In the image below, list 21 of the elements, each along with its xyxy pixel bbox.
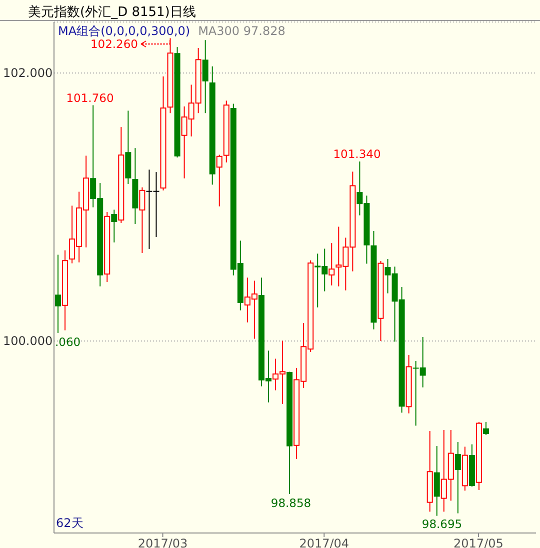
annotation: 101.760 — [66, 91, 114, 105]
annotation: MA300 97.828 — [198, 24, 286, 38]
annotation: 98.858 — [270, 496, 312, 510]
candlestick — [139, 186, 146, 254]
y-tick-label: 102.000 — [3, 66, 53, 80]
annotation: .060 — [55, 335, 81, 349]
candlestick — [482, 421, 489, 436]
annotation: 101.340 — [333, 147, 381, 161]
chart-title: 美元指数(外汇_D 8151)日线 — [28, 4, 196, 21]
candlestick — [454, 442, 461, 514]
y-tick-label: 100.000 — [3, 334, 53, 348]
annotation: 62天 — [56, 515, 84, 532]
chart-subtitle: MA组合(0,0,0,0,300,0) — [58, 24, 190, 38]
candlestick — [167, 38, 174, 114]
candlestick — [328, 242, 335, 286]
candlestick — [216, 154, 222, 207]
candlestick — [202, 40, 208, 114]
annotation: 102.260 — [90, 37, 138, 51]
annotation: 98.695 — [422, 517, 462, 531]
candlestick — [111, 209, 118, 243]
candlestick — [55, 254, 61, 334]
